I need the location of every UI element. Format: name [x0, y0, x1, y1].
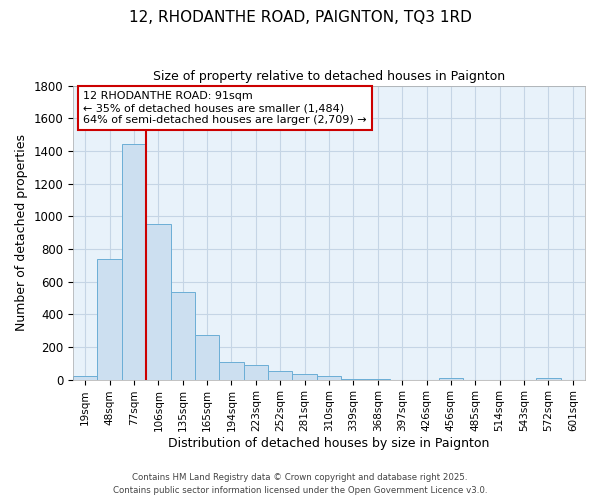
Title: Size of property relative to detached houses in Paignton: Size of property relative to detached ho… — [153, 70, 505, 83]
Bar — [365, 379, 390, 380]
Bar — [439, 378, 463, 380]
Bar — [146, 224, 170, 380]
Bar — [73, 376, 97, 380]
Bar — [220, 362, 244, 380]
Bar — [97, 258, 122, 380]
Bar — [341, 379, 365, 380]
Text: Contains HM Land Registry data © Crown copyright and database right 2025.
Contai: Contains HM Land Registry data © Crown c… — [113, 474, 487, 495]
Bar — [292, 374, 317, 380]
Bar — [122, 144, 146, 380]
Bar — [268, 372, 292, 380]
Bar — [317, 376, 341, 380]
Bar — [170, 292, 195, 380]
Y-axis label: Number of detached properties: Number of detached properties — [15, 134, 28, 331]
Bar — [244, 365, 268, 380]
Bar — [195, 334, 220, 380]
Bar — [536, 378, 560, 380]
Text: 12 RHODANTHE ROAD: 91sqm
← 35% of detached houses are smaller (1,484)
64% of sem: 12 RHODANTHE ROAD: 91sqm ← 35% of detach… — [83, 92, 367, 124]
X-axis label: Distribution of detached houses by size in Paignton: Distribution of detached houses by size … — [169, 437, 490, 450]
Text: 12, RHODANTHE ROAD, PAIGNTON, TQ3 1RD: 12, RHODANTHE ROAD, PAIGNTON, TQ3 1RD — [128, 10, 472, 25]
